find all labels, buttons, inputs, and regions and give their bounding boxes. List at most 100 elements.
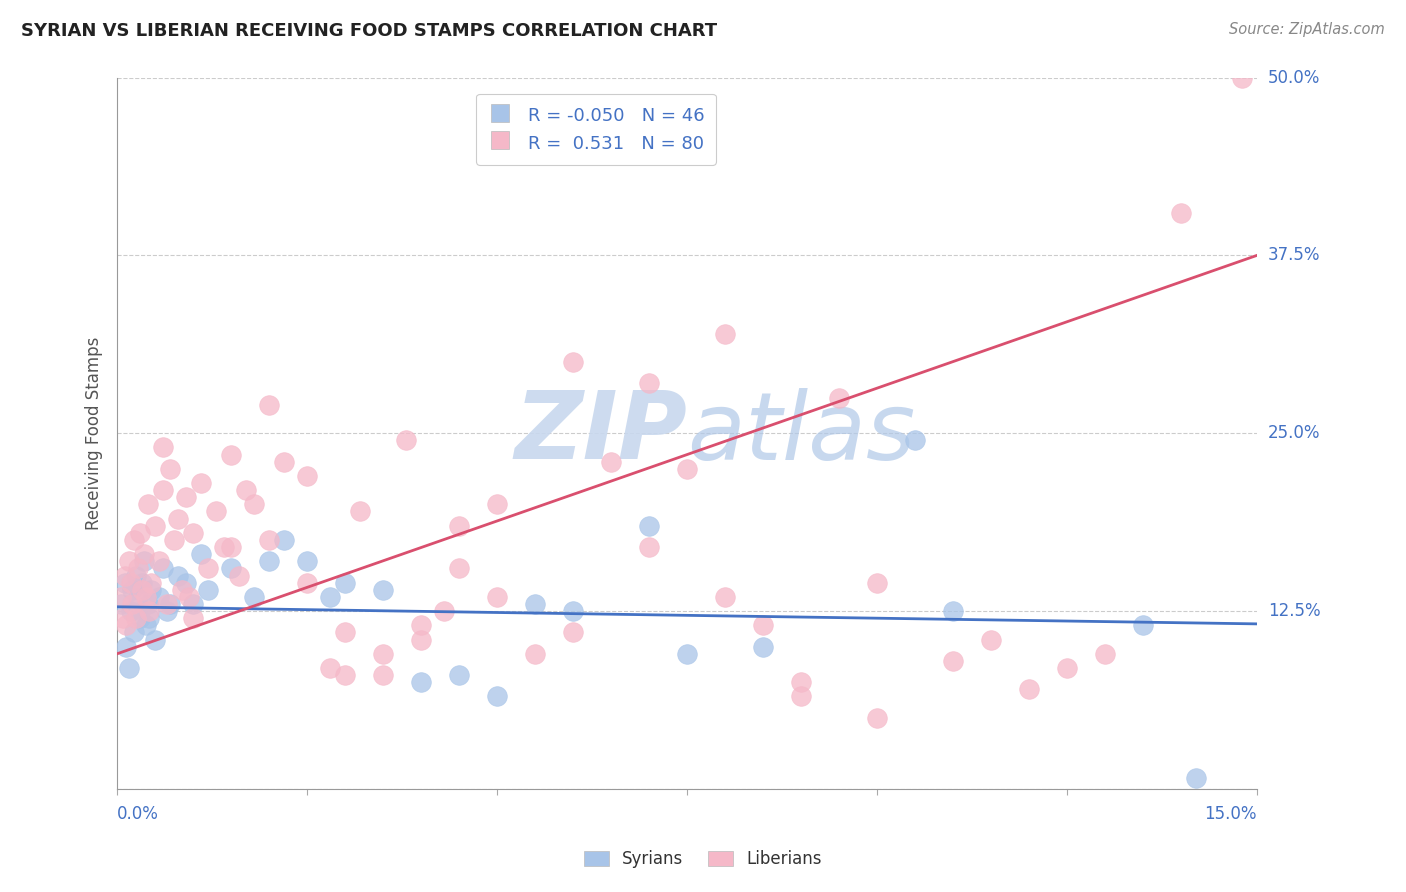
Point — [159, 597, 181, 611]
Point — [942, 604, 965, 618]
Point — [115, 640, 138, 654]
Point — [449, 668, 471, 682]
Point — [125, 568, 148, 582]
Point — [752, 640, 775, 654]
Point — [866, 711, 889, 725]
Point — [395, 434, 418, 448]
Point — [790, 690, 813, 704]
Point — [373, 647, 395, 661]
Point — [257, 554, 280, 568]
Y-axis label: Receiving Food Stamps: Receiving Food Stamps — [86, 336, 103, 530]
Point — [333, 668, 356, 682]
Point — [170, 582, 193, 597]
Point — [127, 561, 149, 575]
Point — [486, 497, 509, 511]
Point — [121, 597, 143, 611]
Text: 25.0%: 25.0% — [1268, 425, 1320, 442]
Point — [373, 668, 395, 682]
Point — [120, 575, 142, 590]
Point — [129, 525, 152, 540]
Point — [828, 391, 851, 405]
Point — [174, 490, 197, 504]
Text: Source: ZipAtlas.com: Source: ZipAtlas.com — [1229, 22, 1385, 37]
Point — [219, 540, 242, 554]
Point — [115, 618, 138, 632]
Point — [676, 462, 699, 476]
Point — [138, 611, 160, 625]
Point — [179, 590, 201, 604]
Point — [152, 561, 174, 575]
Point — [205, 504, 228, 518]
Point — [295, 575, 318, 590]
Text: 0.0%: 0.0% — [117, 805, 159, 823]
Point — [562, 355, 585, 369]
Point — [110, 590, 132, 604]
Point — [257, 398, 280, 412]
Point — [167, 511, 190, 525]
Point — [273, 455, 295, 469]
Point — [228, 568, 250, 582]
Point — [349, 504, 371, 518]
Point — [174, 575, 197, 590]
Text: 37.5%: 37.5% — [1268, 246, 1320, 264]
Point — [449, 518, 471, 533]
Point — [114, 575, 136, 590]
Point — [1132, 618, 1154, 632]
Point — [411, 675, 433, 690]
Point — [190, 476, 212, 491]
Point — [197, 582, 219, 597]
Point — [141, 582, 163, 597]
Point — [411, 632, 433, 647]
Point — [136, 497, 159, 511]
Legend: R = -0.050   N = 46, R =  0.531   N = 80: R = -0.050 N = 46, R = 0.531 N = 80 — [477, 94, 716, 165]
Point — [1018, 682, 1040, 697]
Point — [562, 604, 585, 618]
Point — [197, 561, 219, 575]
Point — [212, 540, 235, 554]
Point — [752, 618, 775, 632]
Point — [1094, 647, 1116, 661]
Point — [132, 547, 155, 561]
Point — [1056, 661, 1078, 675]
Text: SYRIAN VS LIBERIAN RECEIVING FOOD STAMPS CORRELATION CHART: SYRIAN VS LIBERIAN RECEIVING FOOD STAMPS… — [21, 22, 717, 40]
Point — [122, 533, 145, 547]
Point — [295, 554, 318, 568]
Point — [866, 575, 889, 590]
Point — [449, 561, 471, 575]
Point — [135, 618, 157, 632]
Point — [411, 618, 433, 632]
Point — [155, 604, 177, 618]
Point — [486, 590, 509, 604]
Point — [131, 582, 153, 597]
Point — [190, 547, 212, 561]
Point — [1170, 205, 1192, 219]
Point — [1230, 70, 1253, 85]
Point — [942, 654, 965, 668]
Point — [110, 597, 132, 611]
Point — [333, 625, 356, 640]
Text: 50.0%: 50.0% — [1268, 69, 1320, 87]
Point — [600, 455, 623, 469]
Point — [117, 554, 139, 568]
Point — [790, 675, 813, 690]
Text: atlas: atlas — [688, 388, 915, 479]
Point — [167, 568, 190, 582]
Point — [295, 469, 318, 483]
Point — [181, 525, 204, 540]
Point — [486, 690, 509, 704]
Point — [132, 554, 155, 568]
Point — [373, 582, 395, 597]
Point — [114, 568, 136, 582]
Text: 12.5%: 12.5% — [1268, 602, 1320, 620]
Point — [904, 434, 927, 448]
Point — [319, 590, 342, 604]
Point — [120, 604, 142, 618]
Point — [141, 575, 163, 590]
Point — [433, 604, 456, 618]
Point — [638, 518, 661, 533]
Point — [181, 597, 204, 611]
Point — [143, 632, 166, 647]
Point — [112, 611, 135, 625]
Point — [714, 326, 737, 341]
Point — [319, 661, 342, 675]
